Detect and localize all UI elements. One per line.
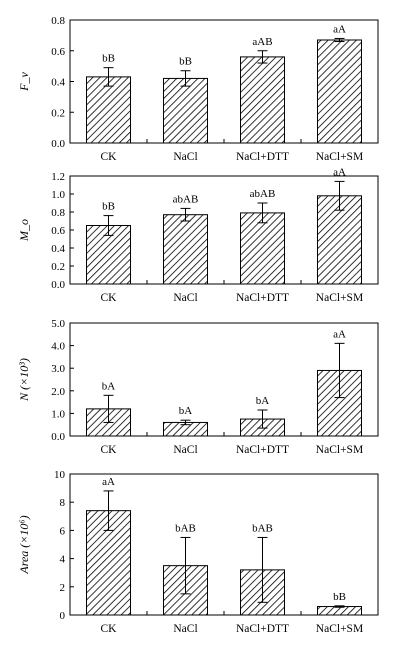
- category-label: NaCl+DTT: [236, 444, 289, 456]
- chart-panel-1: 0.0 0.2 0.4 0.6 0.8 F_v bB CK bB NaCl aAB NaCl+DTT a…: [17, 15, 379, 163]
- bar-NaCl+DTT: [240, 56, 285, 144]
- significance-label: aA: [333, 166, 346, 178]
- y-tick-label: 0.0: [51, 431, 65, 443]
- category-label: NaCl+DTT: [236, 151, 289, 163]
- y-tick-label: 1.2: [51, 171, 65, 183]
- category-label: NaCl: [173, 444, 197, 456]
- category-label: NaCl: [173, 151, 197, 163]
- category-label: CK: [101, 444, 118, 456]
- y-tick-label: 0.0: [51, 279, 65, 291]
- y-tick-label: 10: [54, 469, 66, 481]
- y-tick-label: 1.0: [51, 408, 65, 420]
- y-tick-label: 0.6: [51, 225, 65, 237]
- y-tick-label: 0.6: [51, 46, 65, 58]
- significance-label: aA: [333, 328, 346, 340]
- y-tick-label: 0.2: [51, 261, 65, 273]
- significance-label: aA: [102, 476, 115, 488]
- category-label: CK: [101, 151, 118, 163]
- y-tick-label: 2.0: [51, 386, 65, 398]
- significance-label: abAB: [250, 188, 276, 200]
- y-tick-label: 0.4: [51, 243, 65, 255]
- category-label: CK: [101, 292, 118, 304]
- category-label: NaCl+SM: [316, 151, 363, 163]
- category-label: NaCl+DTT: [236, 623, 289, 635]
- y-tick-label: 0.8: [51, 15, 65, 27]
- chart-panel-3: 0.0 1.0 2.0 3.0 4.0 5.0 N (×10³) bA CK bA NaCl bA Na…: [17, 318, 379, 456]
- significance-label: bB: [102, 53, 115, 65]
- y-tick-label: 0.0: [51, 138, 65, 150]
- category-label: CK: [101, 623, 118, 635]
- y-tick-label: 5.0: [51, 318, 65, 330]
- y-axis-label: M_o: [17, 219, 31, 242]
- category-label: NaCl: [173, 623, 197, 635]
- y-tick-label: 4.0: [51, 341, 65, 353]
- chart-panel-2: 0.0 0.2 0.4 0.6 0.8 1.0 1.2 M_o bB CK abAB NaCl abAB…: [17, 166, 379, 304]
- y-tick-label: 3.0: [51, 363, 65, 375]
- significance-label: aA: [333, 23, 346, 35]
- chart-panel-4: 0 2 4 6 8 10 Area (×10⁶) aA CK bAB NaCl bAB NaCl+DTT…: [17, 469, 379, 635]
- y-tick-label: 4: [60, 554, 66, 566]
- y-tick-label: 6: [60, 525, 66, 537]
- y-tick-label: 0.2: [51, 107, 65, 119]
- y-tick-label: 1.0: [51, 189, 65, 201]
- y-tick-label: 2: [60, 582, 66, 594]
- significance-label: bB: [102, 201, 115, 213]
- category-label: NaCl: [173, 292, 197, 304]
- significance-label: aAB: [252, 36, 272, 48]
- category-label: NaCl+SM: [316, 292, 363, 304]
- category-label: NaCl+SM: [316, 444, 363, 456]
- y-axis-label: Area (×10⁶): [17, 515, 31, 574]
- bar-NaCl: [163, 77, 208, 144]
- significance-label: bB: [333, 591, 346, 603]
- significance-label: bB: [179, 56, 192, 68]
- y-axis-label: N (×10³): [17, 358, 31, 402]
- bar-NaCl+SM: [317, 39, 362, 144]
- y-axis-label: F_v: [17, 71, 31, 91]
- significance-label: bA: [256, 395, 270, 407]
- y-tick-label: 8: [60, 497, 66, 509]
- significance-label: bAB: [175, 522, 196, 534]
- bar-NaCl: [163, 214, 208, 285]
- category-label: NaCl+SM: [316, 623, 363, 635]
- y-tick-label: 0: [60, 610, 66, 622]
- significance-label: bA: [102, 380, 116, 392]
- significance-label: bAB: [252, 522, 273, 534]
- significance-label: abAB: [173, 193, 199, 205]
- bar-NaCl+SM: [317, 606, 362, 616]
- y-tick-label: 0.4: [51, 77, 65, 89]
- y-tick-label: 0.8: [51, 207, 65, 219]
- bar-CK: [86, 76, 131, 144]
- significance-label: bA: [179, 405, 193, 417]
- category-label: NaCl+DTT: [236, 292, 289, 304]
- bar-NaCl+DTT: [240, 212, 285, 285]
